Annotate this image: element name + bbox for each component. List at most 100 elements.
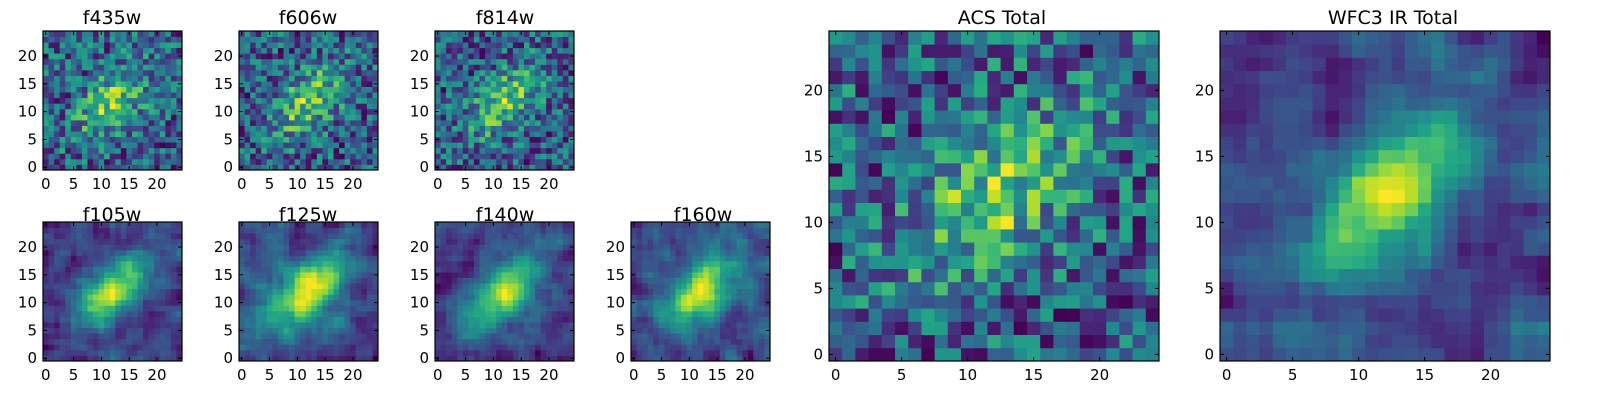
heatmap-cell: [170, 147, 177, 154]
heatmap-cell: [98, 158, 105, 165]
heatmap-cell: [98, 58, 105, 65]
heatmap-cell: [747, 283, 754, 290]
heatmap-cell: [339, 42, 346, 49]
heatmap-cell: [490, 255, 497, 262]
heatmap-cell: [143, 103, 150, 110]
heatmap-cell: [764, 255, 771, 262]
heatmap-cell: [277, 36, 284, 43]
heatmap-cell: [501, 327, 508, 334]
heatmap-cell: [507, 316, 514, 323]
heatmap-cell: [921, 215, 935, 230]
heatmap-cell: [283, 58, 290, 65]
heatmap-cell: [631, 277, 637, 284]
heatmap-cell: [703, 266, 710, 273]
heatmap-cell: [300, 333, 307, 340]
heatmap-cell: [70, 158, 77, 165]
heatmap-cell: [1093, 202, 1107, 217]
heatmap-cell: [76, 338, 83, 345]
heatmap-cell: [512, 327, 519, 334]
heatmap-cell: [93, 153, 99, 160]
heatmap-cell: [300, 355, 307, 362]
heatmap-cell: [104, 266, 111, 273]
heatmap-cell: [109, 42, 116, 49]
heatmap-cell: [261, 238, 268, 245]
heatmap-cell: [316, 260, 323, 267]
heatmap-cell: [747, 349, 754, 356]
heatmap-cell: [490, 294, 497, 301]
heatmap-cell: [104, 299, 111, 306]
heatmap-cell: [120, 164, 127, 171]
heatmap-cell: [109, 299, 116, 306]
y-tick-label: 5: [27, 130, 37, 148]
heatmap-cell: [120, 47, 127, 54]
heatmap-cell: [908, 176, 922, 190]
heatmap-cell: [120, 277, 127, 284]
heatmap-cell: [540, 249, 547, 256]
heatmap-cell: [490, 316, 497, 323]
heatmap-cell: [154, 238, 161, 245]
heatmap-cell: [283, 272, 290, 278]
heatmap-cell: [176, 288, 183, 295]
heatmap-cell: [457, 147, 464, 154]
heatmap-cell: [557, 131, 564, 138]
heatmap-cell: [435, 131, 441, 138]
heatmap-cell: [59, 344, 66, 351]
heatmap-cell: [653, 327, 660, 334]
heatmap-cell: [658, 299, 665, 306]
heatmap-cell: [451, 147, 458, 154]
heatmap-cell: [143, 81, 150, 87]
heatmap-cell: [143, 136, 150, 143]
heatmap-cell: [327, 277, 334, 284]
heatmap-cell: [115, 58, 122, 65]
heatmap-cell: [523, 142, 530, 149]
heatmap-cell: [65, 64, 72, 71]
heatmap-cell: [93, 327, 99, 334]
heatmap-cell: [736, 333, 743, 340]
heatmap-cell: [451, 238, 458, 245]
heatmap-cell: [496, 92, 503, 99]
heatmap-cell: [523, 233, 530, 240]
heatmap-cell: [1040, 334, 1054, 349]
heatmap-cell: [250, 75, 257, 82]
heatmap-cell: [176, 322, 183, 329]
heatmap-cell: [148, 108, 155, 115]
heatmap-cell: [300, 125, 307, 132]
heatmap-cell: [98, 81, 105, 87]
heatmap-cell: [148, 327, 155, 334]
heatmap-cell: [529, 327, 536, 334]
heatmap-cell: [355, 305, 362, 312]
heatmap-cell: [446, 355, 453, 362]
heatmap-cell: [446, 327, 453, 334]
heatmap-cell: [636, 299, 643, 306]
x-tick-label: 0: [41, 366, 51, 384]
heatmap-cell: [1000, 215, 1015, 230]
heatmap-cell: [137, 272, 144, 278]
heatmap-cell: [540, 158, 547, 165]
heatmap-cell: [468, 103, 475, 110]
heatmap-cell: [305, 153, 312, 160]
heatmap-cell: [468, 164, 475, 171]
heatmap-cell: [54, 327, 61, 334]
heatmap-cell: [344, 153, 351, 160]
heatmap-cell: [647, 316, 654, 323]
heatmap-cell: [115, 53, 122, 60]
heatmap-cell: [457, 249, 464, 256]
heatmap-cell: [1013, 308, 1028, 322]
heatmap-cell: [277, 222, 284, 228]
heatmap-cell: [59, 58, 66, 65]
heatmap-cell: [277, 92, 284, 99]
heatmap-cell: [557, 103, 564, 110]
heatmap-cell: [120, 333, 127, 340]
heatmap-cell: [747, 322, 754, 329]
heatmap-cell: [154, 64, 161, 71]
heatmap-cell: [974, 202, 988, 217]
heatmap-cell: [70, 36, 77, 43]
heatmap-cell: [170, 75, 177, 82]
heatmap-cell: [361, 158, 368, 165]
heatmap-cell: [148, 244, 155, 251]
heatmap-cell: [714, 277, 721, 284]
heatmap-cell: [277, 227, 284, 234]
heatmap-cell: [714, 249, 721, 256]
heatmap-cell: [250, 299, 257, 306]
